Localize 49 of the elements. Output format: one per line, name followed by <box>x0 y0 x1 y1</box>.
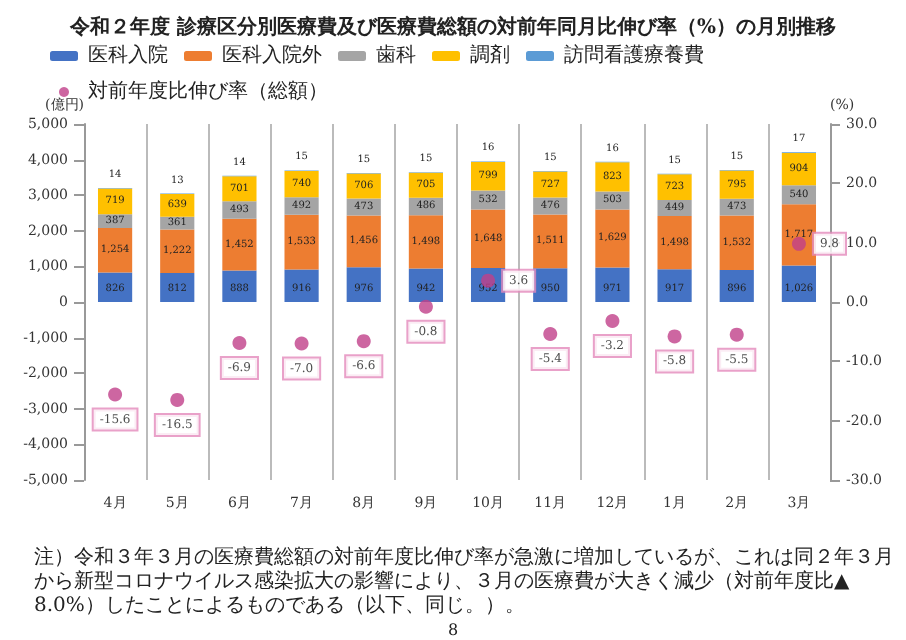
bar <box>222 270 257 302</box>
text: 8 <box>447 621 459 639</box>
bar <box>657 269 692 302</box>
point <box>108 387 123 402</box>
legend-label: 調剤 <box>470 43 510 67</box>
legend-label: 対前年度比伸び率（総額） <box>88 79 328 103</box>
point <box>667 329 682 344</box>
bar <box>97 227 133 273</box>
point <box>729 327 744 342</box>
bar <box>160 229 195 274</box>
point <box>170 392 185 407</box>
text: 注）令和３年３月の医療費総額の対前年度比伸び率が急激に増加しているが、これは同２年３月から新型コロナウイルス感染拡大の影響により、３月の医療費が大きく減少（対前年度比▲8.0%）したことによるものである（以下、同じ。）。 <box>34 545 894 617</box>
point <box>605 313 620 328</box>
bar <box>719 215 754 271</box>
bar <box>97 188 133 215</box>
bar <box>160 273 195 302</box>
legend-label: 歯科 <box>376 43 416 67</box>
bar <box>781 265 817 302</box>
point <box>418 299 433 314</box>
bar <box>284 170 319 198</box>
bar <box>346 215 381 268</box>
bar <box>408 215 444 269</box>
legend-label: 医科入院外 <box>222 43 322 67</box>
point <box>232 335 247 350</box>
point <box>356 334 371 349</box>
bar <box>719 170 754 199</box>
bar <box>595 267 630 302</box>
bar <box>222 176 257 202</box>
bar <box>595 209 630 268</box>
bar <box>408 268 444 302</box>
point <box>294 336 309 351</box>
bar <box>346 173 381 199</box>
bar <box>533 171 568 198</box>
bar <box>346 267 381 302</box>
bar <box>781 152 817 186</box>
legend-label: 訪問看護療養費 <box>564 43 704 67</box>
bar <box>657 216 692 270</box>
bar <box>595 162 630 192</box>
bar <box>470 209 506 269</box>
bar <box>533 214 568 269</box>
point <box>543 327 558 342</box>
bar <box>408 172 444 198</box>
bar <box>222 218 257 271</box>
bar <box>284 214 319 270</box>
legend-label: 医科入院 <box>88 43 168 67</box>
bar <box>470 162 506 191</box>
bar <box>657 174 692 201</box>
chart-title: 令和２年度 診療区分別医療費及び医療費総額の対前年同月比伸び率（%）の月別推移 <box>68 15 836 39</box>
bar <box>284 269 319 302</box>
